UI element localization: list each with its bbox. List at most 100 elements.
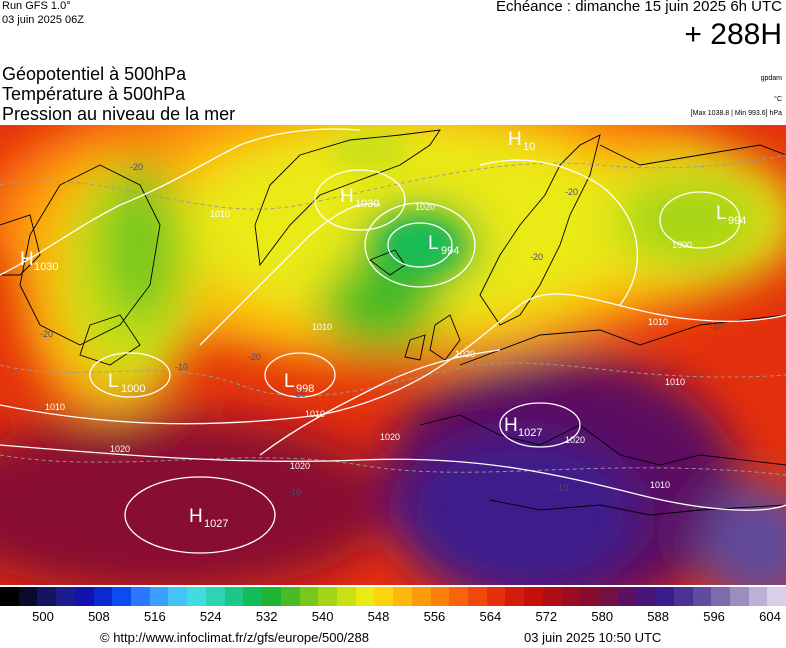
colorbar-swatch <box>580 587 599 606</box>
colorbar-swatch <box>93 587 113 606</box>
generated-timestamp: 03 juin 2025 10:50 UTC <box>524 630 662 645</box>
colorbar-swatch <box>112 587 132 606</box>
colorbar-swatch <box>318 587 337 606</box>
colorbar-swatch <box>0 587 19 606</box>
colorbar-swatch <box>767 587 786 606</box>
pressure-extremes: [Max 1038.8 | Min 993.6] hPa <box>690 110 782 117</box>
colorbar-swatch <box>18 587 38 606</box>
colorbar-swatch <box>149 587 169 606</box>
temperature-label: -10 <box>175 362 188 372</box>
unit-temperature: °C <box>774 96 782 103</box>
temperature-label: -20 <box>130 162 143 172</box>
pressure-center-value: 994 <box>441 245 459 257</box>
colorbar-swatch <box>730 587 749 606</box>
pressure-center-value: 1027 <box>204 518 228 530</box>
colorbar <box>0 587 786 606</box>
colorbar-tick: 572 <box>535 609 558 624</box>
colorbar-swatch <box>711 587 731 606</box>
colorbar-swatch <box>486 587 506 606</box>
colorbar-tick: 556 <box>423 609 446 624</box>
colorbar-tick: 516 <box>143 609 166 624</box>
isobar-label: 1000 <box>672 240 692 250</box>
isobar-labels: 1010 1020 1010 1020 1010 1010 1020 1020 … <box>45 202 692 490</box>
colorbar-swatch <box>617 587 637 606</box>
colorbar-swatch <box>374 587 394 606</box>
pressure-center-value: 994 <box>728 215 746 227</box>
isobar-label: 1010 <box>45 402 65 412</box>
colorbar-swatch <box>355 587 375 606</box>
colorbar-ticks: 500 508 516 524 532 540 548 556 564 572 580 588 596 6… <box>0 609 786 627</box>
colorbar-tick: 508 <box>88 609 110 624</box>
map-svg: H 1030 H 1030 H 10 L 994 L 994 L 1000 L … <box>0 125 786 585</box>
colorbar-tick: 524 <box>199 609 222 624</box>
title-temperature: Température à 500hPa <box>2 84 186 104</box>
title-pressure: Pression au niveau de la mer <box>2 104 236 124</box>
colorbar-swatch <box>655 587 674 606</box>
pressure-center-value: 1030 <box>34 261 58 273</box>
colorbar-swatch <box>411 587 431 606</box>
colorbar-swatch <box>748 587 768 606</box>
colorbar-tick: 548 <box>367 609 390 624</box>
colorbar-tick: 580 <box>591 609 614 624</box>
credit-link[interactable]: © http://www.infoclimat.fr/z/gfs/europe/… <box>100 630 369 645</box>
run-label: Run GFS 1.0° <box>2 0 71 12</box>
isobar-label: 1010 <box>650 480 670 490</box>
coastlines <box>0 129 786 516</box>
temperature-label: -20 <box>293 389 306 399</box>
temperature-label: -10 <box>288 487 301 497</box>
colorbar-swatch <box>467 587 487 606</box>
isobar-label: 1010 <box>665 377 685 387</box>
colorbar-swatch <box>430 587 450 606</box>
pressure-center-letter: H <box>340 186 354 207</box>
run-date: 03 juin 2025 06Z <box>2 14 84 26</box>
temperature-label: -20 <box>530 252 543 262</box>
temperature-label: -20 <box>40 329 53 339</box>
forecast-hour: + 288H <box>684 18 782 51</box>
temperature-label: -20 <box>565 187 578 197</box>
isobar-label: 1010 <box>648 317 668 327</box>
colorbar-swatch <box>74 587 94 606</box>
pressure-center-letter: H <box>189 506 203 527</box>
colorbar-swatch <box>505 587 525 606</box>
colorbar-tick: 500 <box>32 609 54 624</box>
colorbar-tick: 604 <box>759 609 781 624</box>
isobars <box>0 128 786 554</box>
colorbar-swatch <box>524 587 543 606</box>
pressure-center-value: 1027 <box>518 427 542 439</box>
isobar-label: 1010 <box>312 322 332 332</box>
colorbar-swatch <box>262 587 281 606</box>
colorbar-swatch <box>131 587 150 606</box>
isobar-label: 1020 <box>380 432 400 442</box>
isobar-label: 1010 <box>210 209 230 219</box>
colorbar-tick: 596 <box>703 609 725 624</box>
pressure-center-letter: H <box>20 249 34 270</box>
isobar-label: 1020 <box>290 461 310 471</box>
colorbar-swatch <box>692 587 712 606</box>
pressure-center-letter: L <box>716 203 727 224</box>
colorbar-swatch <box>542 587 562 606</box>
colorbar-swatch <box>336 587 356 606</box>
colorbar-tick: 588 <box>647 609 669 624</box>
weather-map[interactable]: H 1030 H 1030 H 10 L 994 L 994 L 1000 L … <box>0 125 786 585</box>
pressure-centers: H 1030 H 1030 H 10 L 994 L 994 L 1000 L … <box>20 129 746 530</box>
forecast-valid-time: Echéance : dimanche 15 juin 2025 6h UTC <box>495 0 782 15</box>
pressure-center-letter: L <box>428 233 439 254</box>
isobar-label: 1010 <box>305 409 325 419</box>
isobar-label: 1020 <box>110 444 130 454</box>
colorbar-swatch <box>168 587 188 606</box>
pressure-center-letter: H <box>508 129 522 150</box>
title-geopotential: Géopotentiel à 500hPa <box>2 64 187 84</box>
colorbar-swatch <box>205 587 225 606</box>
pressure-center-letter: L <box>284 371 295 392</box>
colorbar-swatch <box>449 587 468 606</box>
colorbar-swatch <box>393 587 412 606</box>
colorbar-swatch <box>187 587 206 606</box>
colorbar-swatch <box>56 587 75 606</box>
unit-geopotential: gpdam <box>760 75 782 82</box>
isobar-label: 1020 <box>455 349 475 359</box>
temperature-label: -10 <box>555 483 568 493</box>
pressure-center-value: 10 <box>523 141 535 153</box>
geopotential-field <box>0 125 786 585</box>
pressure-center-value: 1000 <box>121 383 145 395</box>
colorbar-swatch <box>673 587 693 606</box>
